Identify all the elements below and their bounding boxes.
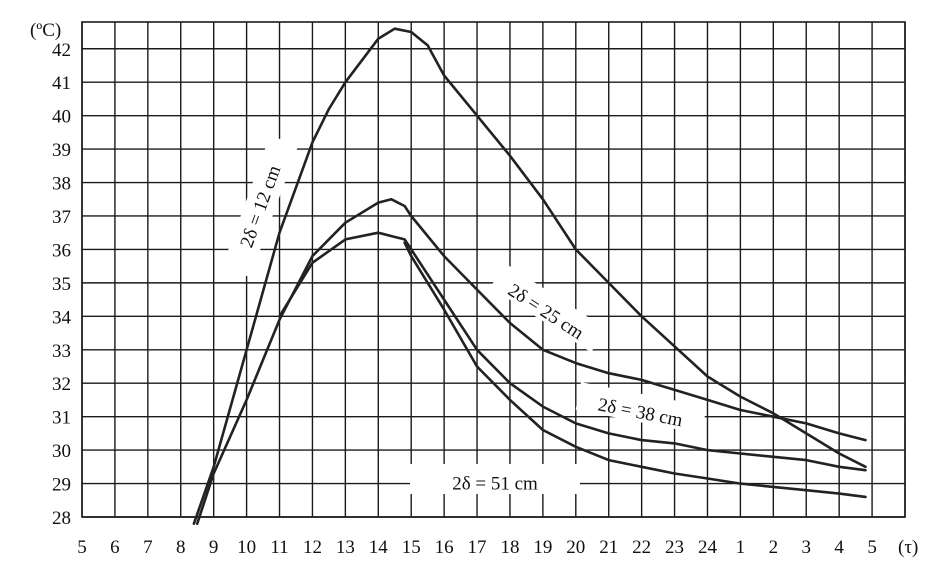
y-tick-label: 41 <box>52 73 71 94</box>
x-tick-label: 12 <box>303 537 322 558</box>
y-tick-label: 32 <box>52 374 71 395</box>
series-25cm-line <box>195 198 867 525</box>
y-axis-ticks: 28 29 30 31 32 33 34 35 36 37 38 39 40 41 42 <box>52 40 72 529</box>
x-tick-label: 16 <box>435 537 454 558</box>
y-tick-label: 40 <box>52 107 71 128</box>
series-51cm-line <box>403 241 867 499</box>
x-tick-label: 20 <box>566 537 585 558</box>
y-tick-label: 30 <box>52 441 71 462</box>
x-tick-label: 19 <box>533 537 552 558</box>
label-background <box>575 382 707 435</box>
x-tick-label: 5 <box>867 537 877 558</box>
y-tick-label: 42 <box>52 40 71 61</box>
x-tick-label: 21 <box>599 537 618 558</box>
x-tick-label: 7 <box>143 537 153 558</box>
y-tick-label: 38 <box>52 174 71 195</box>
x-tick-label: 15 <box>402 537 421 558</box>
x-tick-label: 18 <box>500 537 519 558</box>
x-tick-label: 13 <box>336 537 355 558</box>
x-tick-label: 8 <box>176 537 186 558</box>
y-tick-label: 33 <box>52 341 71 362</box>
series-51cm-label: 2δ = 51 cm <box>410 464 580 494</box>
y-tick-label: 36 <box>52 240 71 261</box>
series-12cm-label: 2δ = 12 cm <box>222 135 299 278</box>
series-layer <box>192 27 867 525</box>
x-tick-label: 17 <box>468 537 487 558</box>
x-axis-unit: (τ) <box>898 537 918 558</box>
y-tick-label: 31 <box>52 408 71 429</box>
x-tick-label: 24 <box>698 537 718 558</box>
series-38cm-label: 2δ = 38 cm <box>575 382 707 435</box>
x-tick-label: 2 <box>769 537 779 558</box>
label-background <box>410 464 580 494</box>
plot-frame <box>81 21 906 518</box>
x-tick-label: 14 <box>369 537 389 558</box>
series-12cm-line <box>192 27 867 525</box>
series-38cm-line <box>278 231 867 472</box>
x-tick-label: 6 <box>110 537 120 558</box>
y-tick-label: 28 <box>52 508 71 529</box>
y-axis-unit: (ºC) <box>30 20 61 41</box>
x-tick-label: 9 <box>209 537 219 558</box>
y-tick-label: 35 <box>52 274 71 295</box>
x-axis-ticks: 5 6 7 8 9 10 11 12 13 14 15 16 17 18 19 20 21 22 23 24 1 2 3 4 5 <box>77 537 877 558</box>
x-tick-label: 5 <box>77 537 87 558</box>
label-background <box>222 135 299 278</box>
x-tick-label: 4 <box>834 537 844 558</box>
x-tick-label: 10 <box>237 537 256 558</box>
y-tick-label: 29 <box>52 475 71 496</box>
series-51cm-label-text: 2δ = 51 cm <box>452 473 538 494</box>
x-tick-label: 11 <box>270 537 288 558</box>
grid <box>81 21 906 518</box>
y-tick-label: 39 <box>52 140 71 161</box>
x-tick-label: 22 <box>632 537 651 558</box>
x-tick-label: 1 <box>736 537 746 558</box>
x-tick-label: 3 <box>801 537 811 558</box>
x-tick-label: 23 <box>665 537 684 558</box>
series-25cm-label: 2δ = 25 cm <box>490 263 607 353</box>
y-tick-label: 37 <box>52 207 71 228</box>
y-tick-label: 34 <box>52 307 72 328</box>
label-background <box>490 263 607 353</box>
